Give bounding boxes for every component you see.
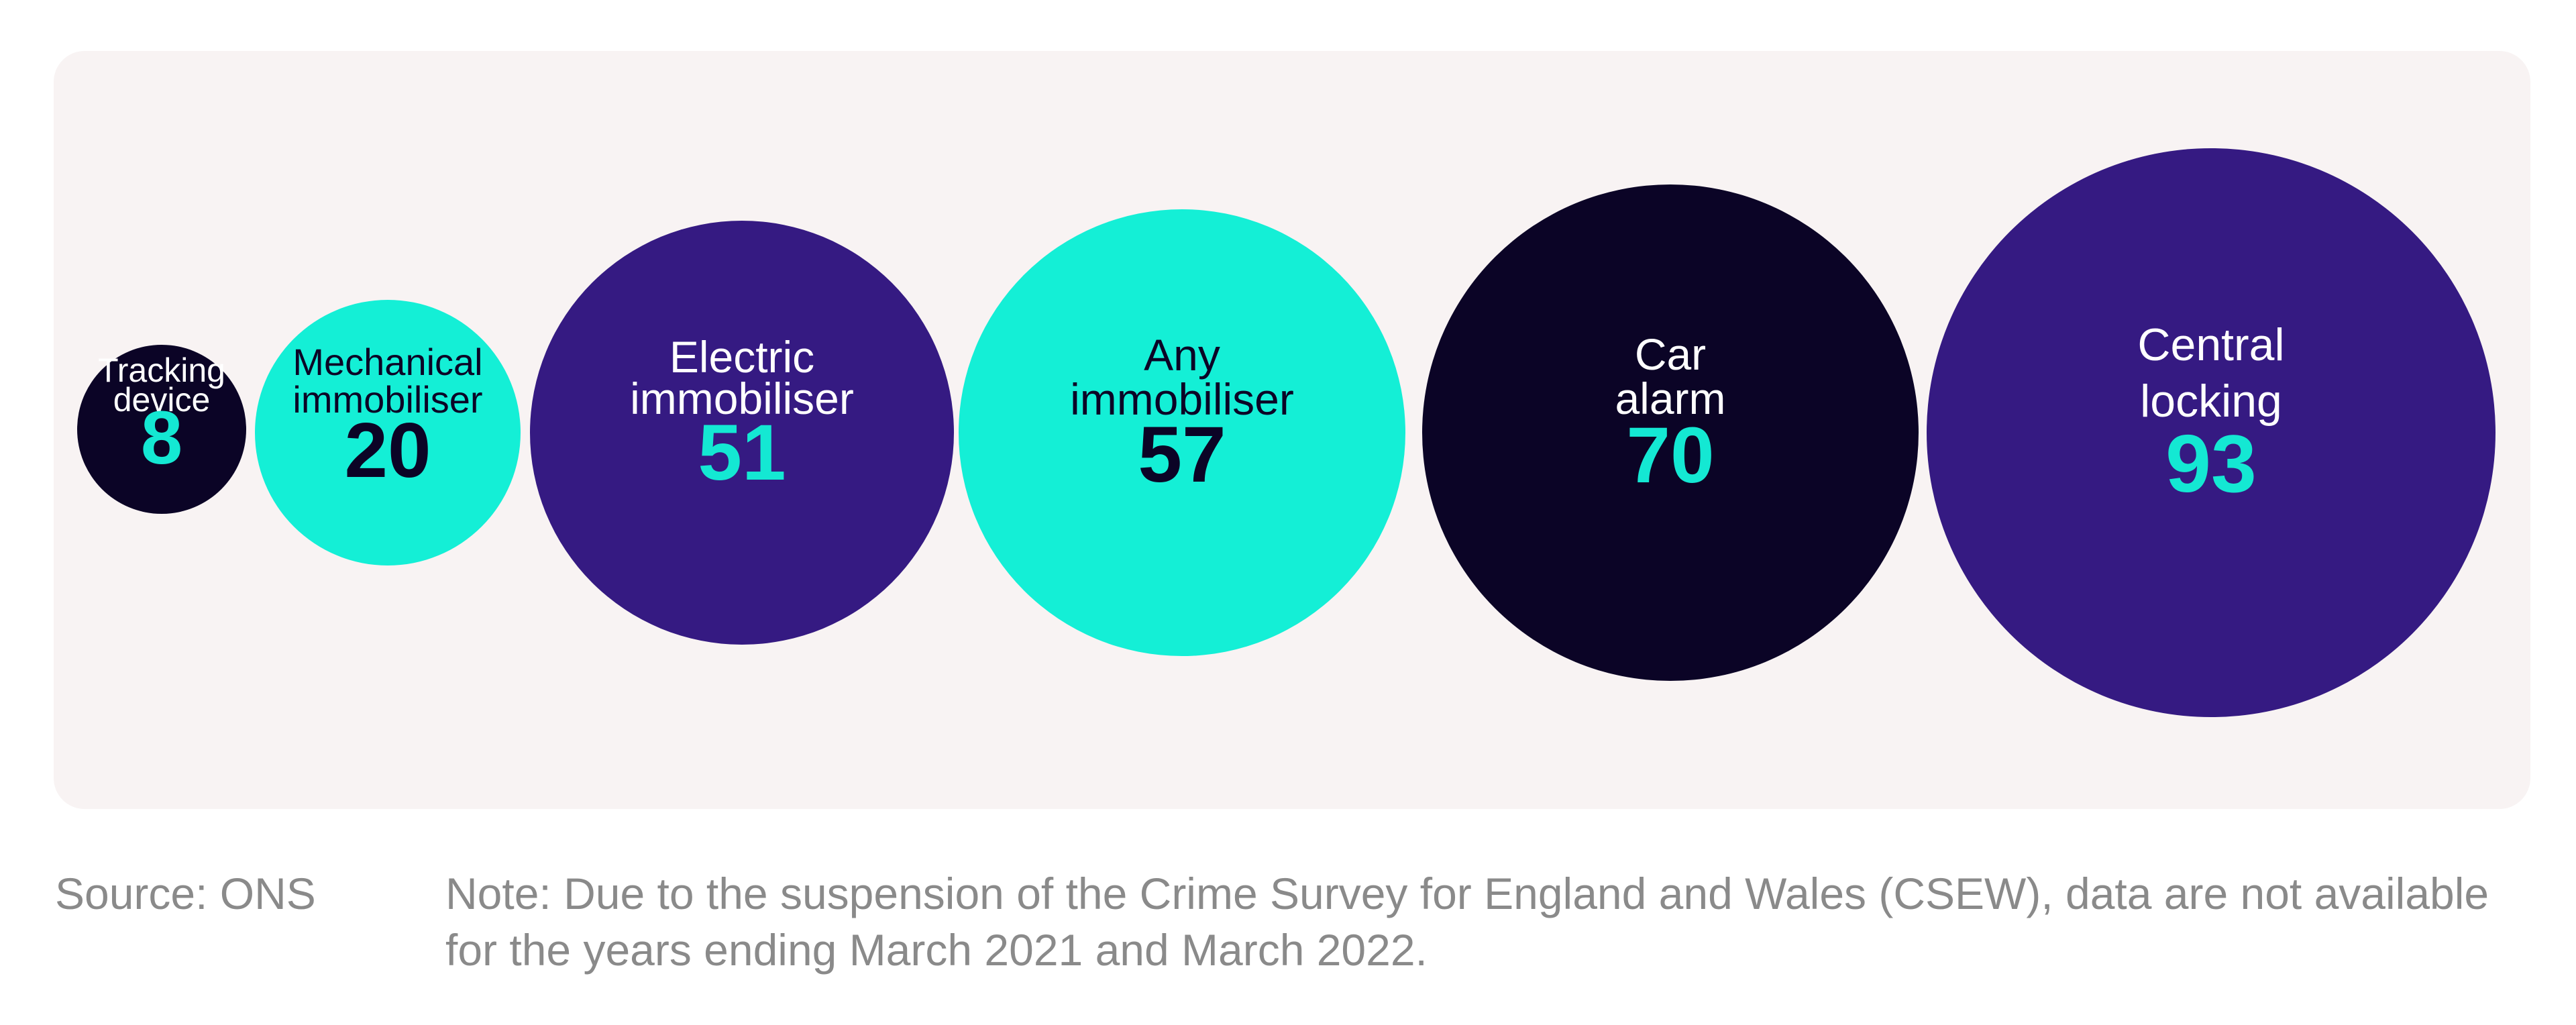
- bubble-label: locking: [2140, 376, 2282, 427]
- bubble-circle: [959, 209, 1405, 656]
- bubble-label: immobiliser: [1070, 374, 1294, 424]
- bubble-label: immobiliser: [630, 374, 854, 423]
- bubble-value: 51: [698, 409, 786, 497]
- bubble-label: Tracking: [98, 352, 225, 389]
- bubble-label: alarm: [1615, 374, 1725, 423]
- bubble-label: Any: [1144, 330, 1220, 380]
- bubble-label: Car: [1635, 329, 1706, 379]
- bubble-circle: [530, 221, 954, 645]
- bubble-value: 70: [1626, 411, 1714, 500]
- bubble-label: Electric: [669, 332, 814, 382]
- bubble-value: 20: [344, 407, 431, 494]
- note-text: Note: Due to the suspension of the Crime…: [445, 869, 2489, 975]
- bubble-circle: [255, 300, 521, 565]
- bubble-label: Mechanical: [292, 341, 482, 383]
- bubble-value: 8: [141, 396, 182, 480]
- bubble-circle: [1927, 148, 2496, 717]
- bubble-label: Central: [2137, 319, 2284, 370]
- bubble-circle: [1422, 184, 1919, 681]
- bubble-label: device: [113, 381, 211, 419]
- bubble-value: 93: [2165, 418, 2257, 509]
- bubble-circle: [77, 345, 246, 514]
- source-text: Source: ONS: [55, 869, 316, 918]
- bubble-value: 57: [1138, 411, 1226, 499]
- bubble-label: immobiliser: [292, 378, 482, 421]
